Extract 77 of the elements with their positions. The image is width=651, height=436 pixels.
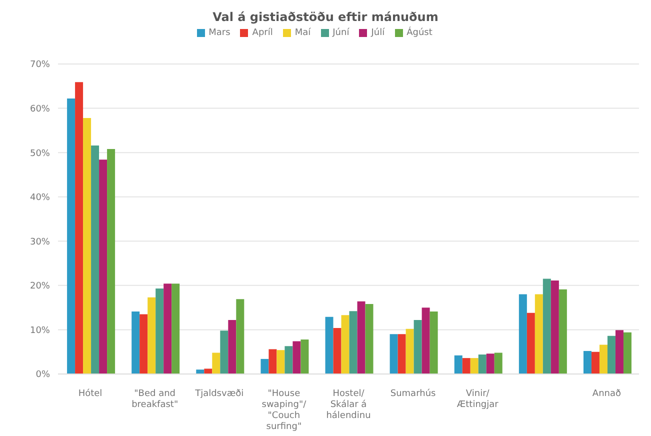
bar <box>454 355 462 374</box>
bar <box>300 339 309 374</box>
bar <box>486 354 494 374</box>
y-tick-label: 70% <box>30 60 50 70</box>
x-tick-label: Sumarhús <box>390 388 436 399</box>
bar <box>591 352 600 374</box>
chart-title: Val á gistiaðstöðu eftir mánuðum <box>212 9 440 26</box>
bar <box>494 352 502 374</box>
bar <box>148 297 156 374</box>
y-tick-label: 50% <box>30 148 50 159</box>
bar <box>607 336 616 374</box>
legend-label: Apríl <box>252 28 273 38</box>
bar <box>156 288 164 374</box>
bar <box>357 301 366 374</box>
bar <box>228 320 236 374</box>
bar <box>268 349 277 374</box>
bar <box>390 334 398 374</box>
legend-label: Júní <box>332 28 350 38</box>
bar <box>526 312 535 374</box>
bar <box>75 82 84 374</box>
y-tick-label: 0% <box>36 370 50 380</box>
bar <box>470 358 478 374</box>
bar <box>236 299 244 374</box>
bar <box>341 315 350 374</box>
bar <box>83 118 92 374</box>
legend-label: Mars <box>208 28 230 38</box>
bar <box>172 284 180 374</box>
x-tick-label: "House swaping"/ "Couch surfing" <box>262 389 308 432</box>
bar <box>406 328 414 374</box>
bar <box>349 311 358 374</box>
bar <box>422 308 430 374</box>
x-tick-label: Tjaldsvæði <box>194 389 244 399</box>
bar <box>325 316 334 374</box>
bar <box>99 160 108 374</box>
bar <box>132 312 140 374</box>
bar <box>414 320 422 374</box>
bar <box>398 334 406 374</box>
y-tick-label: 40% <box>30 193 50 204</box>
x-tick-label: Hótel <box>78 388 102 399</box>
bar <box>623 332 632 374</box>
x-tick-label: Vinir/ Ættingjar <box>456 389 499 410</box>
bar <box>220 330 228 374</box>
bar <box>164 284 172 374</box>
bar <box>365 304 374 374</box>
bar <box>107 149 116 374</box>
bar <box>615 330 624 374</box>
bar <box>196 370 204 374</box>
x-tick-label: "Bed and breakfast" <box>132 389 178 410</box>
x-tick-label: Annað <box>592 389 622 399</box>
y-tick-label: 20% <box>30 282 50 292</box>
bar <box>518 294 527 374</box>
bar <box>599 344 608 374</box>
bar <box>558 289 567 374</box>
bar <box>550 280 559 374</box>
bar <box>462 358 470 374</box>
bar <box>478 354 486 374</box>
legend-label: Júlí <box>371 28 385 38</box>
legend-label: Ágúst <box>406 28 432 38</box>
bar <box>260 358 269 374</box>
y-tick-label: 10% <box>30 326 50 336</box>
bar <box>333 328 342 374</box>
bar <box>292 341 301 374</box>
bar <box>542 278 551 374</box>
bar <box>140 314 148 374</box>
y-tick-label: 60% <box>30 104 50 114</box>
bar <box>67 98 76 374</box>
bar <box>583 350 592 374</box>
y-tick-label: 30% <box>30 237 50 248</box>
x-tick-label: Hostel/ Skálar á hálendinu <box>326 389 371 421</box>
bar <box>212 352 220 374</box>
bar <box>204 368 212 374</box>
bar <box>430 312 438 374</box>
bar <box>276 350 285 374</box>
legend-label: Maí <box>294 28 311 38</box>
bar <box>534 294 543 374</box>
bar <box>284 346 293 374</box>
bar <box>91 145 100 374</box>
